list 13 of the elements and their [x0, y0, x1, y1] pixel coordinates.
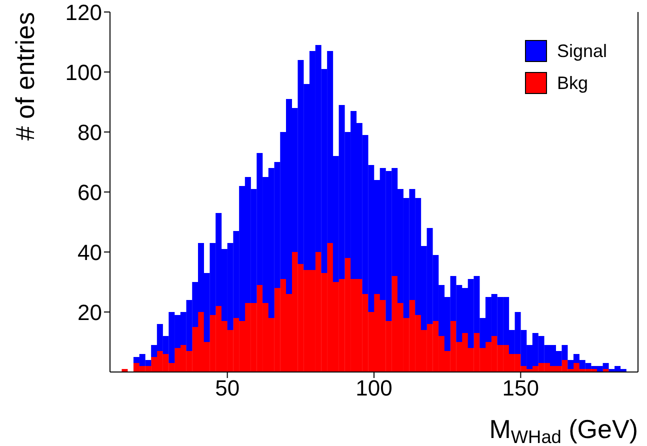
x-tick-label: 50 — [215, 376, 240, 401]
x-tick-label: 150 — [502, 376, 540, 401]
y-axis-title: # of entries — [10, 12, 40, 141]
y-tick-label: 60 — [78, 180, 102, 205]
y-tick-label: 20 — [78, 300, 102, 325]
x-axis-title: M$_{WHad}$ (GeV) — [489, 414, 638, 446]
y-tick-label: 100 — [65, 60, 102, 85]
legend-label: Signal — [556, 40, 607, 62]
legend-label: Bkg — [556, 72, 588, 94]
x-tick-label: 100 — [356, 376, 392, 401]
y-tick-label: 40 — [78, 240, 102, 265]
y-tick-label: 80 — [78, 120, 102, 145]
y-tick-label: 120 — [65, 0, 102, 25]
